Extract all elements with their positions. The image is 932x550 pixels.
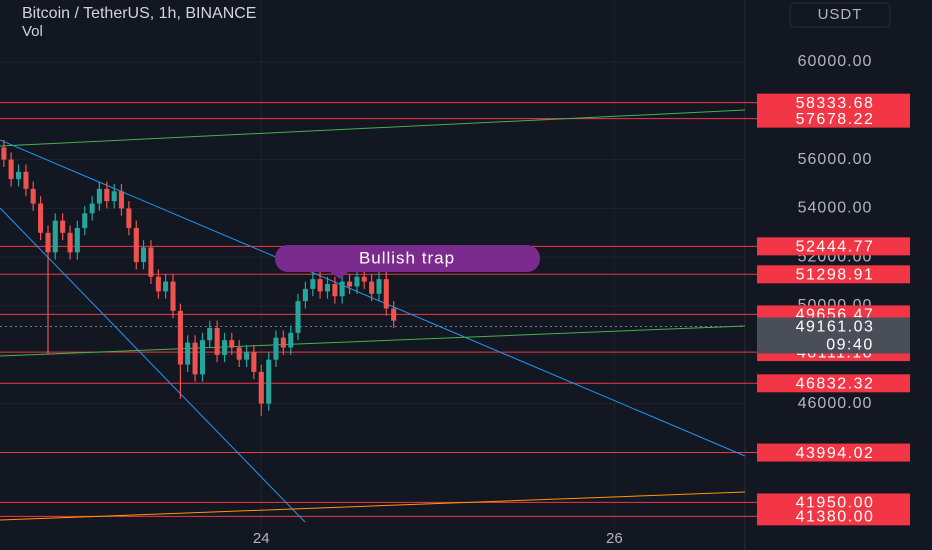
candle-body (214, 327, 220, 355)
level-label-bg (757, 265, 910, 284)
candle-body (310, 279, 316, 289)
currency-label[interactable]: USDT (818, 6, 863, 23)
candle-body (280, 337, 286, 348)
level-label-bg (757, 493, 910, 512)
level-label: 58333.68 (796, 95, 875, 112)
y-tick-label: 54000.00 (798, 200, 873, 217)
candle-body (295, 301, 301, 333)
candle-body (16, 171, 22, 180)
candle-body (383, 279, 389, 309)
chart-title: Bitcoin / TetherUS, 1h, BINANCE (22, 5, 256, 22)
candle-body (148, 247, 154, 277)
annotation-bubble (275, 245, 540, 272)
level-label-bg (757, 109, 910, 128)
candle-body (38, 203, 44, 233)
candle-body (324, 284, 331, 292)
y-tick-label: 46000.00 (798, 395, 873, 412)
candle-body (236, 347, 242, 360)
currency-button[interactable] (789, 2, 891, 28)
candle-body (185, 342, 191, 365)
candle-body (89, 203, 95, 214)
last-price-label: 49161.03 (796, 319, 875, 336)
candle-body (104, 188, 110, 202)
candle-body (266, 359, 272, 404)
candle-body (74, 227, 80, 253)
level-label: 43994.02 (796, 445, 875, 462)
y-tick-label: 56000.00 (798, 151, 873, 168)
candle-body (67, 232, 73, 253)
candle-body (229, 340, 235, 348)
candle-body (118, 191, 124, 209)
countdown-label: 09:40 (826, 337, 874, 354)
candle-body (251, 352, 257, 372)
candle-body (192, 342, 198, 375)
candle-body (258, 371, 264, 404)
candle-body (133, 227, 139, 263)
candle-body (177, 310, 183, 365)
candle-body (339, 281, 345, 297)
level-label-bg (757, 374, 910, 393)
candle-body (45, 232, 51, 253)
candle-body (347, 281, 353, 287)
level-label-bg (757, 443, 910, 462)
candle-body (111, 191, 117, 202)
level-label-bg (757, 237, 910, 256)
volume-label: Vol (22, 23, 43, 40)
candle-body (140, 247, 147, 263)
candle-body (23, 171, 29, 189)
candle-body (273, 337, 279, 360)
level-label: 41380.00 (796, 509, 875, 526)
candle-body (376, 279, 382, 294)
x-tick-label: 24 (253, 530, 270, 547)
candle-body (302, 288, 308, 302)
candle-body (82, 213, 88, 228)
level-label-bg (757, 507, 910, 526)
annotation: Bullish trap (275, 245, 540, 279)
candle-body (96, 188, 102, 204)
candle-body (391, 308, 397, 321)
candle-body (199, 340, 206, 375)
candle-body (369, 281, 375, 294)
last-price-bg (757, 317, 910, 354)
x-tick-label: 26 (606, 530, 623, 547)
candle-body (8, 159, 14, 180)
candle-body (155, 276, 161, 292)
candle-body (222, 340, 228, 355)
candle-body (52, 220, 58, 253)
level-label-bg (757, 93, 910, 112)
candle-body (30, 188, 36, 204)
candle-body (170, 281, 176, 311)
candle-body (361, 276, 367, 282)
candle-body (207, 327, 213, 341)
candle-body (332, 284, 338, 297)
candle-body (60, 220, 66, 233)
annotation-pointer (330, 272, 348, 279)
level-label: 57678.22 (796, 111, 875, 128)
annotation-text: Bullish trap (359, 248, 455, 267)
trend-lines (0, 109, 746, 523)
candle-body (244, 352, 250, 360)
candle-body (1, 147, 7, 160)
candle-body (126, 208, 132, 228)
candle-body (163, 281, 169, 292)
y-tick-label: 60000.00 (798, 53, 873, 70)
candle-body (317, 279, 323, 292)
level-label: 51298.91 (796, 267, 875, 284)
candle-body (288, 332, 294, 348)
candle-body (354, 276, 360, 287)
level-label: 46832.32 (796, 376, 875, 393)
level-label: 52444.77 (796, 239, 875, 256)
